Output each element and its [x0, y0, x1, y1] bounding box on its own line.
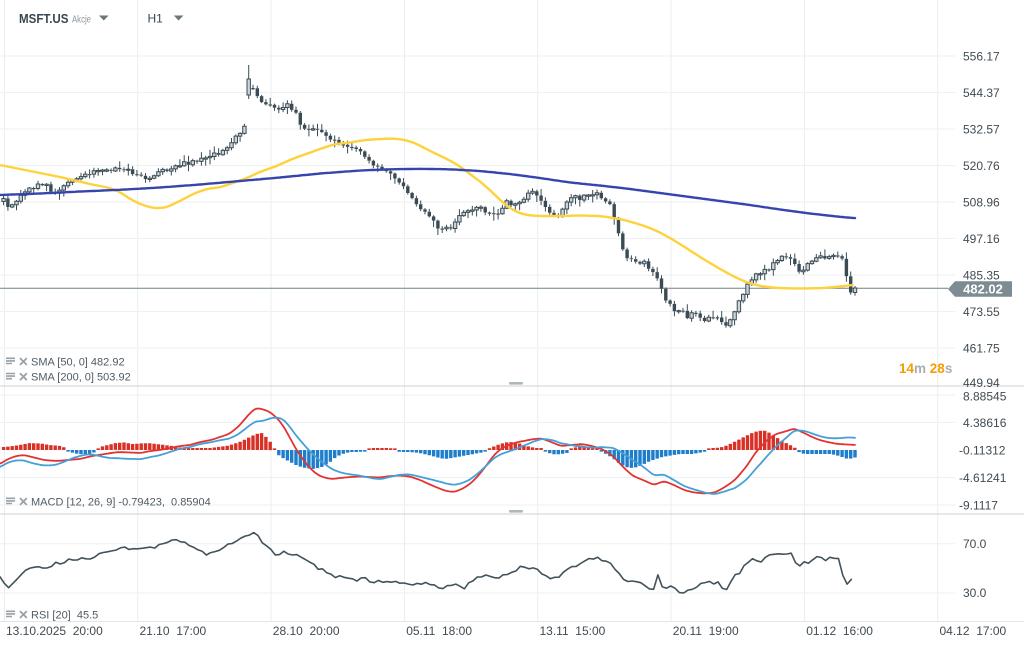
svg-text:520.76: 520.76	[963, 159, 1000, 173]
svg-text:21.10 17:00: 21.10 17:00	[140, 624, 207, 638]
svg-text:497.16: 497.16	[963, 232, 1000, 246]
svg-text:556.17: 556.17	[963, 49, 1000, 63]
svg-text:MSFT.US: MSFT.US	[19, 11, 69, 26]
svg-text:473.55: 473.55	[963, 305, 1000, 319]
svg-text:-0.11312: -0.11312	[959, 443, 1006, 457]
svg-text:01.12 16:00: 01.12 16:00	[806, 624, 873, 638]
svg-text:13.10.2025 20:00: 13.10.2025 20:00	[6, 624, 103, 638]
svg-text:20.11 19:00: 20.11 19:00	[673, 624, 739, 638]
svg-text:Akcje: Akcje	[72, 14, 91, 26]
svg-text:RSI [20] 45.5: RSI [20] 45.5	[31, 610, 98, 622]
svg-text:4.38616: 4.38616	[963, 416, 1007, 430]
svg-text:30.0: 30.0	[963, 586, 987, 600]
svg-text:449.94: 449.94	[963, 376, 1000, 390]
svg-text:485.35: 485.35	[963, 268, 1000, 282]
svg-text:544.37: 544.37	[963, 86, 1000, 100]
svg-text:532.57: 532.57	[963, 122, 1000, 136]
svg-text:482.02: 482.02	[963, 281, 1003, 296]
svg-text:SMA [200, 0] 503.92: SMA [200, 0] 503.92	[31, 372, 131, 384]
svg-text:28.10 20:00: 28.10 20:00	[273, 624, 340, 638]
svg-text:70.0: 70.0	[963, 537, 987, 551]
svg-text:508.96: 508.96	[963, 195, 1000, 209]
svg-text:MACD [12, 26, 9] -0.79423, 0.: MACD [12, 26, 9] -0.79423, 0.85904	[31, 497, 211, 509]
svg-text:-4.61241: -4.61241	[959, 471, 1007, 485]
svg-text:05.11 18:00: 05.11 18:00	[406, 624, 472, 638]
svg-text:14m 28s: 14m 28s	[899, 361, 952, 376]
svg-text:8.88545: 8.88545	[963, 389, 1007, 403]
svg-text:13.11 15:00: 13.11 15:00	[540, 624, 606, 638]
svg-text:461.75: 461.75	[963, 341, 1000, 355]
svg-text:04.12 17:00: 04.12 17:00	[940, 624, 1007, 638]
svg-text:-9.1117: -9.1117	[959, 498, 998, 512]
svg-text:SMA [50, 0] 482.92: SMA [50, 0] 482.92	[31, 357, 125, 369]
svg-text:H1: H1	[148, 12, 164, 26]
